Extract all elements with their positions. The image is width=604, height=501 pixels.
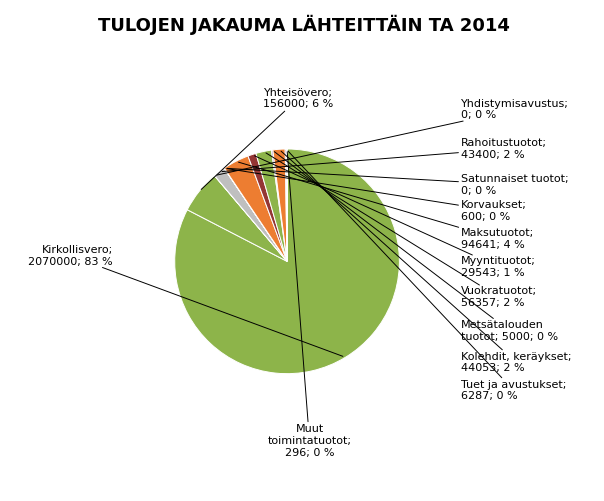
Text: Kirkollisvero;
2070000; 83 %: Kirkollisvero; 2070000; 83 % (28, 245, 343, 356)
Wedge shape (224, 168, 287, 262)
Text: Rahoitustuotot;
43400; 2 %: Rahoitustuotot; 43400; 2 % (222, 138, 547, 171)
Wedge shape (214, 168, 287, 262)
Text: Kolehdit, keräykset;
44053; 2 %: Kolehdit, keräykset; 44053; 2 % (281, 151, 571, 373)
Wedge shape (271, 150, 287, 262)
Wedge shape (224, 168, 287, 262)
Wedge shape (273, 149, 287, 262)
Text: Metsätalouden
tuotot; 5000; 0 %: Metsätalouden tuotot; 5000; 0 % (274, 152, 558, 342)
Text: Maksutuotot;
94641; 4 %: Maksutuotot; 94641; 4 % (239, 162, 535, 249)
Title: TULOJEN JAKAUMA LÄHTEITTÄIN TA 2014: TULOJEN JAKAUMA LÄHTEITTÄIN TA 2014 (98, 15, 510, 35)
Text: Muut
toimintatuotot;
296; 0 %: Muut toimintatuotot; 296; 0 % (268, 152, 352, 458)
Wedge shape (248, 153, 287, 262)
Text: Tuet ja avustukset;
6287; 0 %: Tuet ja avustukset; 6287; 0 % (288, 151, 567, 401)
Text: Yhteisövero;
156000; 6 %: Yhteisövero; 156000; 6 % (201, 88, 333, 189)
Wedge shape (175, 149, 399, 374)
Wedge shape (256, 150, 287, 262)
Wedge shape (285, 149, 287, 262)
Text: Vuokratuotot;
56357; 2 %: Vuokratuotot; 56357; 2 % (266, 153, 538, 308)
Text: Myyntituotot;
29543; 1 %: Myyntituotot; 29543; 1 % (254, 156, 536, 278)
Text: Yhdistymisavustus;
0; 0 %: Yhdistymisavustus; 0; 0 % (217, 99, 569, 175)
Wedge shape (214, 175, 287, 262)
Wedge shape (187, 175, 287, 262)
Wedge shape (224, 156, 287, 262)
Text: Korvaukset;
600; 0 %: Korvaukset; 600; 0 % (227, 169, 527, 221)
Text: Satunnaiset tuotot;
0; 0 %: Satunnaiset tuotot; 0; 0 % (227, 168, 569, 196)
